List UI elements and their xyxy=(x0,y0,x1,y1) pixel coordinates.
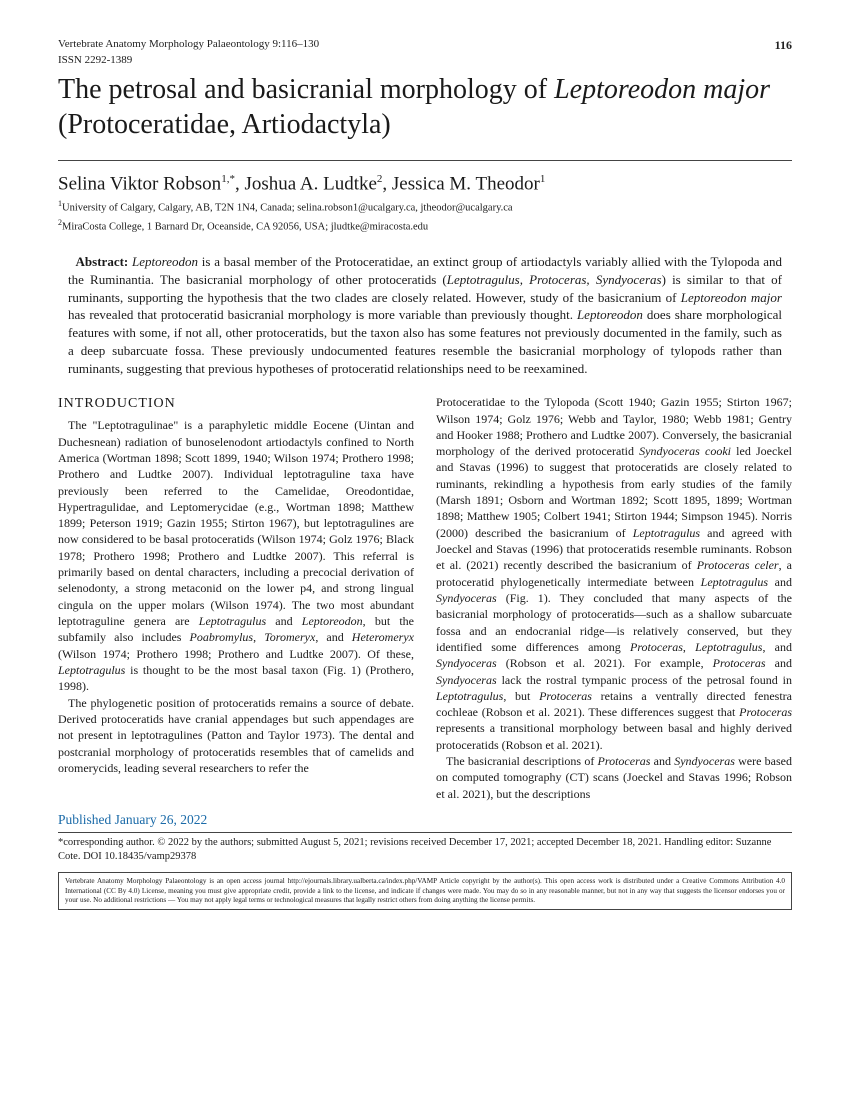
abstract-label: Abstract: xyxy=(76,254,132,269)
c2p1i8: Syndyoceras xyxy=(436,656,497,670)
c1p1i6: Leptotragulus xyxy=(58,663,125,677)
abs-i1: Leptoreodon xyxy=(132,254,198,269)
c2p1h: , and xyxy=(762,640,792,654)
title-pre: The petrosal and basicranial morphology … xyxy=(58,74,554,105)
page-container: Vertebrate Anatomy Morphology Palaeontol… xyxy=(0,0,850,940)
footer-notes: *corresponding author. © 2022 by the aut… xyxy=(58,836,792,864)
c1p1e: , and xyxy=(315,630,351,644)
c2p1m: , but xyxy=(503,689,539,703)
license-box: Vertebrate Anatomy Morphology Palaeontol… xyxy=(58,872,792,910)
affil-2-text: MiraCosta College, 1 Barnard Dr, Oceansi… xyxy=(62,222,428,233)
c2p1i12: Protoceras xyxy=(539,689,592,703)
c1p1i3: Poabromylus xyxy=(190,630,254,644)
abstract-block: Abstract: Leptoreodon is a basal member … xyxy=(68,253,782,379)
article-title: The petrosal and basicranial morphology … xyxy=(58,72,792,142)
c2p1g: , xyxy=(683,640,695,654)
c2p1i4: Leptotragulus xyxy=(701,575,768,589)
c2p1i6: Protoceras xyxy=(630,640,683,654)
c1p1b: and xyxy=(266,614,302,628)
page-number: 116 xyxy=(775,38,792,53)
author-3-sup: 1 xyxy=(540,173,546,185)
c1p1d: , xyxy=(253,630,264,644)
title-post: (Protoceratidae, Artiodactyla) xyxy=(58,109,391,140)
affil-1-text: University of Calgary, Calgary, AB, T2N … xyxy=(62,203,513,214)
c2p1j: (Robson et al. 2021). For example, xyxy=(497,656,713,670)
abs-i2: Leptotragulus, Protoceras, Syndyoceras xyxy=(447,272,662,287)
c2p1i7: Leptotragulus xyxy=(695,640,762,654)
footer-rule xyxy=(58,832,792,833)
c2p1i5: Syndyoceras xyxy=(436,591,497,605)
section-heading-intro: INTRODUCTION xyxy=(58,394,414,413)
c2p1k: and xyxy=(766,656,792,670)
c2p1e: and xyxy=(768,575,792,589)
journal-citation: Vertebrate Anatomy Morphology Palaeontol… xyxy=(58,38,319,53)
c1p1a: The "Leptotragulinae" is a paraphyletic … xyxy=(58,418,414,628)
c2p1i3: Protoceras celer xyxy=(697,558,779,572)
title-taxon: Leptoreodon major xyxy=(554,74,770,105)
col1-para-2: The phylogenetic position of protocerati… xyxy=(58,695,414,777)
abs-t6: has revealed that protoceratid basicrani… xyxy=(68,307,577,322)
col2-para-2: The basicranial descriptions of Protocer… xyxy=(436,753,792,802)
author-list: Selina Viktor Robson1,*, Joshua A. Ludtk… xyxy=(58,173,792,195)
c2p2i1: Protoceras xyxy=(598,754,651,768)
c2p2a: The basicranial descriptions of xyxy=(446,754,598,768)
abs-i4: Leptoreodon xyxy=(577,307,643,322)
affiliation-1: 1University of Calgary, Calgary, AB, T2N… xyxy=(58,199,792,216)
abs-i3: Leptoreodon major xyxy=(681,290,782,305)
author-1: Selina Viktor Robson xyxy=(58,173,221,194)
c2p1i9: Protoceras xyxy=(713,656,766,670)
issn-line: ISSN 2292-1389 xyxy=(58,54,792,66)
c2p1i13: Protoceras xyxy=(739,705,792,719)
title-rule xyxy=(58,160,792,161)
c1p1i4: Toromeryx xyxy=(264,630,315,644)
author-1-sup: 1,* xyxy=(221,173,235,185)
author-2: , Joshua A. Ludtke xyxy=(235,173,377,194)
c1p1i1: Leptotragulus xyxy=(199,614,266,628)
c2p2i2: Syndyoceras xyxy=(674,754,735,768)
running-header: Vertebrate Anatomy Morphology Palaeontol… xyxy=(58,38,792,53)
column-left: INTRODUCTION The "Leptotragulinae" is a … xyxy=(58,394,414,802)
author-3: , Jessica M. Theodor xyxy=(382,173,539,194)
c1p1f: (Wilson 1974; Prothero 1998; Prothero an… xyxy=(58,647,414,661)
col1-para-1: The "Leptotragulinae" is a paraphyletic … xyxy=(58,417,414,694)
c2p2b: and xyxy=(650,754,674,768)
body-columns: INTRODUCTION The "Leptotragulinae" is a … xyxy=(58,394,792,802)
column-right: Protoceratidae to the Tylopoda (Scott 19… xyxy=(436,394,792,802)
c2p1o: represents a transitional morphology bet… xyxy=(436,721,792,751)
c1p1i5: Heteromeryx xyxy=(352,630,414,644)
c2p1i10: Syndyoceras xyxy=(436,673,497,687)
col2-para-1: Protoceratidae to the Tylopoda (Scott 19… xyxy=(436,394,792,753)
published-date: Published January 26, 2022 xyxy=(58,812,792,828)
c2p1i11: Leptotragulus xyxy=(436,689,503,703)
c1p1i2: Leptoreodon xyxy=(302,614,363,628)
c2p1l: lack the rostral tympanic process of the… xyxy=(497,673,792,687)
affiliation-2: 2MiraCosta College, 1 Barnard Dr, Oceans… xyxy=(58,218,792,235)
c2p1i2: Leptotragulus xyxy=(633,526,700,540)
c2p1i1: Syndyoceras cooki xyxy=(639,444,731,458)
